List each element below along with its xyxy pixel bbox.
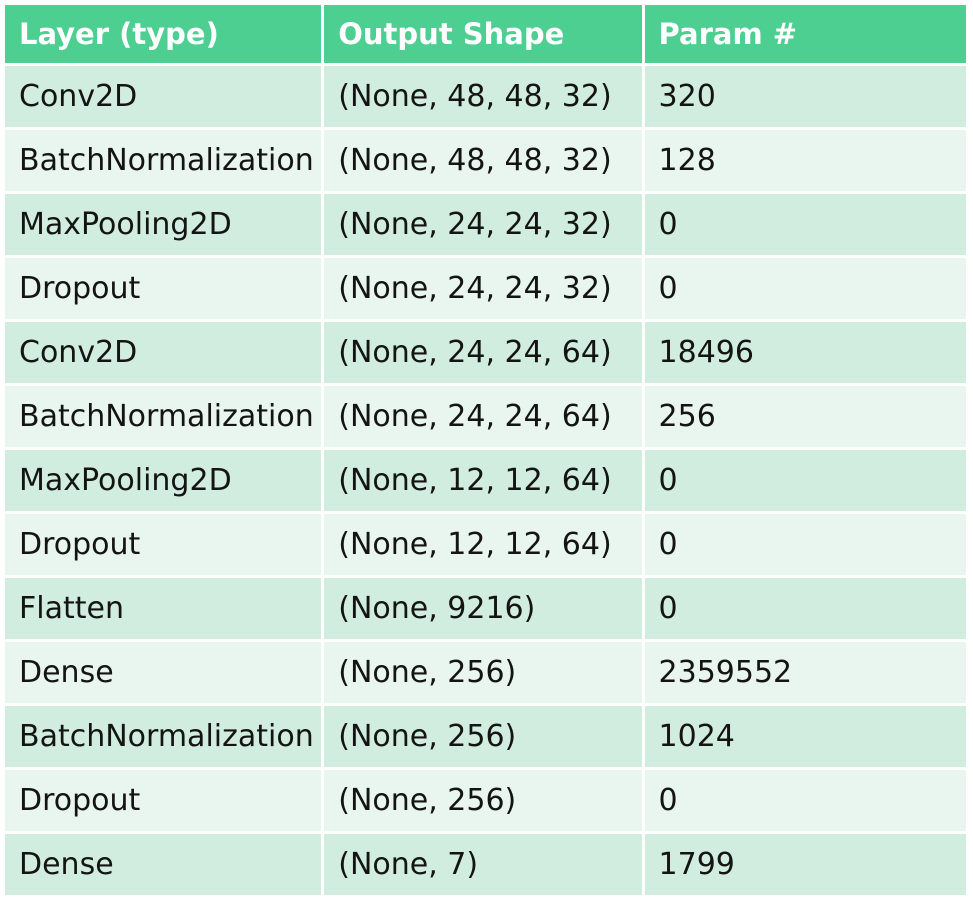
layer-type-cell: Conv2D xyxy=(5,322,322,383)
table-row: Flatten (None, 9216) 0 xyxy=(5,578,966,639)
param-count-cell: 1024 xyxy=(644,706,966,767)
layer-type-cell: Dense xyxy=(5,834,322,895)
output-shape-cell: (None, 7) xyxy=(324,834,642,895)
output-shape-cell: (None, 12, 12, 64) xyxy=(324,450,642,511)
header-layer-type: Layer (type) xyxy=(5,5,322,63)
param-count-cell: 2359552 xyxy=(644,642,966,703)
table-header-row: Layer (type) Output Shape Param # xyxy=(5,5,966,63)
output-shape-cell: (None, 256) xyxy=(324,642,642,703)
output-shape-cell: (None, 256) xyxy=(324,770,642,831)
output-shape-cell: (None, 24, 24, 32) xyxy=(324,258,642,319)
table-row: Dense (None, 256) 2359552 xyxy=(5,642,966,703)
layer-type-cell: Dropout xyxy=(5,258,322,319)
layer-type-cell: Conv2D xyxy=(5,66,322,127)
param-count-cell: 1799 xyxy=(644,834,966,895)
output-shape-cell: (None, 12, 12, 64) xyxy=(324,514,642,575)
table-row: Conv2D (None, 24, 24, 64) 18496 xyxy=(5,322,966,383)
param-count-cell: 0 xyxy=(644,514,966,575)
param-count-cell: 0 xyxy=(644,258,966,319)
output-shape-cell: (None, 24, 24, 64) xyxy=(324,386,642,447)
table-row: MaxPooling2D (None, 24, 24, 32) 0 xyxy=(5,194,966,255)
table-row: BatchNormalization (None, 256) 1024 xyxy=(5,706,966,767)
param-count-cell: 0 xyxy=(644,770,966,831)
param-count-cell: 0 xyxy=(644,194,966,255)
layer-type-cell: BatchNormalization xyxy=(5,706,322,767)
output-shape-cell: (None, 48, 48, 32) xyxy=(324,66,642,127)
param-count-cell: 0 xyxy=(644,578,966,639)
table-row: Dropout (None, 12, 12, 64) 0 xyxy=(5,514,966,575)
table-row: BatchNormalization (None, 24, 24, 64) 25… xyxy=(5,386,966,447)
model-summary-table: Layer (type) Output Shape Param # Conv2D… xyxy=(2,2,969,898)
param-count-cell: 256 xyxy=(644,386,966,447)
layer-type-cell: Flatten xyxy=(5,578,322,639)
param-count-cell: 320 xyxy=(644,66,966,127)
output-shape-cell: (None, 48, 48, 32) xyxy=(324,130,642,191)
table-row: BatchNormalization (None, 48, 48, 32) 12… xyxy=(5,130,966,191)
header-param-count: Param # xyxy=(644,5,966,63)
output-shape-cell: (None, 256) xyxy=(324,706,642,767)
layer-type-cell: MaxPooling2D xyxy=(5,450,322,511)
param-count-cell: 128 xyxy=(644,130,966,191)
param-count-cell: 0 xyxy=(644,450,966,511)
layer-type-cell: MaxPooling2D xyxy=(5,194,322,255)
layer-type-cell: Dropout xyxy=(5,770,322,831)
layer-type-cell: BatchNormalization xyxy=(5,386,322,447)
table-row: Dropout (None, 256) 0 xyxy=(5,770,966,831)
table-row: Dense (None, 7) 1799 xyxy=(5,834,966,895)
output-shape-cell: (None, 9216) xyxy=(324,578,642,639)
output-shape-cell: (None, 24, 24, 32) xyxy=(324,194,642,255)
table-row: Conv2D (None, 48, 48, 32) 320 xyxy=(5,66,966,127)
layer-type-cell: BatchNormalization xyxy=(5,130,322,191)
param-count-cell: 18496 xyxy=(644,322,966,383)
table-row: Dropout (None, 24, 24, 32) 0 xyxy=(5,258,966,319)
layer-type-cell: Dropout xyxy=(5,514,322,575)
layer-type-cell: Dense xyxy=(5,642,322,703)
output-shape-cell: (None, 24, 24, 64) xyxy=(324,322,642,383)
table-row: MaxPooling2D (None, 12, 12, 64) 0 xyxy=(5,450,966,511)
header-output-shape: Output Shape xyxy=(324,5,642,63)
